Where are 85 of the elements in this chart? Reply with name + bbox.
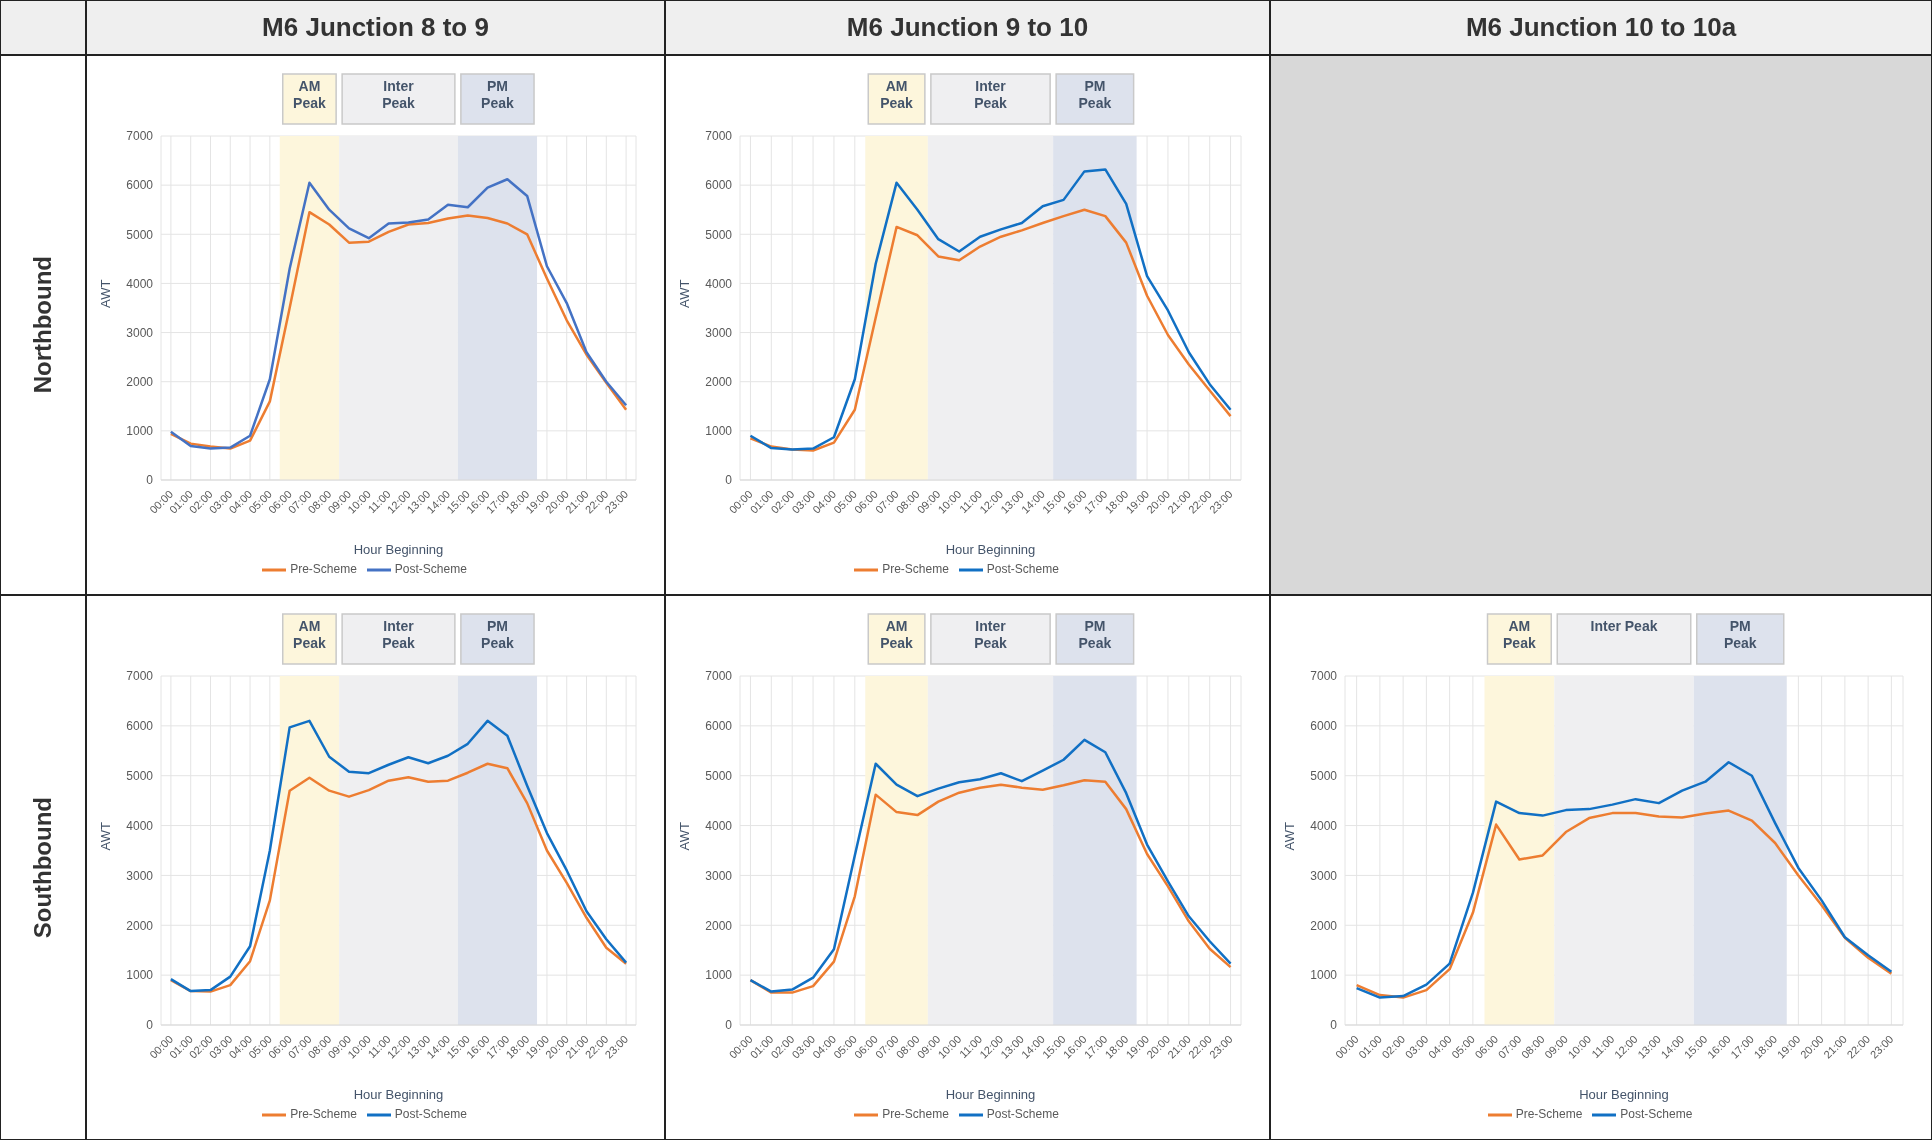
x-axis-title: Hour Beginning — [1579, 1087, 1669, 1102]
chart-title: M6 Junction 9 to 10 — [846, 12, 1089, 43]
line-series — [169, 762, 628, 993]
y-tick-label: 1000 — [126, 424, 154, 439]
y-tick-label: 0 — [146, 473, 154, 488]
legend-label: Pre-Scheme — [882, 1107, 949, 1122]
y-tick-label: 2000 — [1310, 918, 1338, 933]
y-tick-label: 4000 — [1310, 818, 1338, 833]
y-tick-label: 7000 — [126, 129, 154, 144]
y-tick-label: 6000 — [705, 719, 733, 734]
x-axis-title: Hour Beginning — [945, 1087, 1036, 1102]
y-tick-label: 0 — [725, 1018, 733, 1033]
text: Southbound — [29, 796, 57, 939]
text: Northbound — [29, 256, 57, 394]
legend-label: Pre-Scheme — [1515, 1107, 1583, 1122]
y-axis-title: AWT — [97, 279, 113, 308]
y-tick-label: 7000 — [126, 669, 154, 684]
band-label: Inter Peak — [974, 78, 1008, 111]
band-label: PM Peak — [481, 78, 515, 111]
y-tick-label: 3000 — [126, 325, 154, 340]
band-label: PM Peak — [481, 618, 515, 651]
legend-label: Pre-Scheme — [882, 562, 949, 577]
legend-label: Pre-Scheme — [290, 562, 357, 577]
y-tick-label: 6000 — [126, 178, 154, 193]
y-tick-label: 1000 — [705, 968, 733, 983]
band-label: Inter Peak — [382, 618, 416, 651]
y-tick-label: 4000 — [126, 276, 154, 291]
band-label: Inter Peak — [974, 618, 1008, 651]
y-tick-label: 2000 — [126, 374, 154, 389]
y-tick-label: 5000 — [126, 227, 154, 242]
legend-label: Post-Scheme — [394, 1107, 467, 1122]
y-tick-label: 7000 — [1310, 669, 1338, 684]
y-axis-title: AWT — [97, 822, 113, 851]
chart-title: M6 Junction 8 to 9 — [262, 12, 489, 43]
y-tick-label: 1000 — [1310, 968, 1338, 983]
y-tick-label: 3000 — [705, 325, 733, 340]
y-tick-label: 4000 — [705, 276, 733, 291]
y-tick-label: 3000 — [126, 868, 154, 883]
band-label: PM Peak — [1723, 618, 1757, 651]
y-tick-label: 5000 — [1310, 768, 1338, 783]
band-label: PM Peak — [1078, 618, 1112, 651]
y-tick-label: 0 — [725, 473, 733, 488]
band-label: Inter Peak — [382, 78, 416, 111]
y-tick-label: 6000 — [126, 719, 154, 734]
y-tick-label: 5000 — [705, 227, 733, 242]
y-tick-label: 6000 — [705, 178, 733, 193]
y-axis-title: AWT — [1281, 822, 1297, 851]
line-series — [749, 738, 1232, 993]
chart-title: M6 Junction 10 to 10a — [1465, 12, 1737, 43]
band-label: PM Peak — [1078, 78, 1112, 111]
y-axis-title: AWT — [676, 279, 692, 308]
y-tick-label: 4000 — [126, 818, 154, 833]
legend-label: Post-Scheme — [1620, 1107, 1693, 1122]
x-axis-title: Hour Beginning — [353, 542, 444, 557]
y-tick-label: 5000 — [705, 768, 733, 783]
y-tick-label: 1000 — [705, 424, 733, 439]
y-tick-label: 2000 — [705, 374, 733, 389]
band-label: AM Peak — [880, 78, 914, 111]
band-label: AM Peak — [293, 78, 326, 111]
band-label: AM Peak — [1503, 618, 1536, 651]
y-tick-label: 2000 — [126, 918, 154, 933]
y-tick-label: 7000 — [705, 129, 733, 144]
x-axis-title: Hour Beginning — [945, 542, 1036, 557]
y-axis-title: AWT — [676, 822, 692, 851]
line-series — [169, 719, 628, 993]
y-tick-label: 0 — [1330, 1018, 1338, 1033]
legend-label: Pre-Scheme — [290, 1107, 357, 1122]
line-series — [1355, 761, 1893, 999]
y-tick-label: 5000 — [126, 768, 154, 783]
y-tick-label: 7000 — [705, 669, 733, 684]
y-tick-label: 0 — [146, 1018, 154, 1033]
legend-label: Post-Scheme — [986, 1107, 1059, 1122]
y-tick-label: 4000 — [705, 818, 733, 833]
line-series — [1355, 809, 1893, 999]
x-axis-title: Hour Beginning — [353, 1087, 444, 1102]
legend-label: Post-Scheme — [394, 562, 467, 577]
y-tick-label: 1000 — [126, 968, 154, 983]
band-label: Inter Peak — [1590, 618, 1658, 634]
band-label: AM Peak — [293, 618, 326, 651]
y-tick-label: 3000 — [1310, 868, 1338, 883]
y-tick-label: 2000 — [705, 918, 733, 933]
y-tick-label: 3000 — [705, 868, 733, 883]
band-label: AM Peak — [880, 618, 914, 651]
legend-label: Post-Scheme — [986, 562, 1059, 577]
y-tick-label: 6000 — [1310, 719, 1338, 734]
